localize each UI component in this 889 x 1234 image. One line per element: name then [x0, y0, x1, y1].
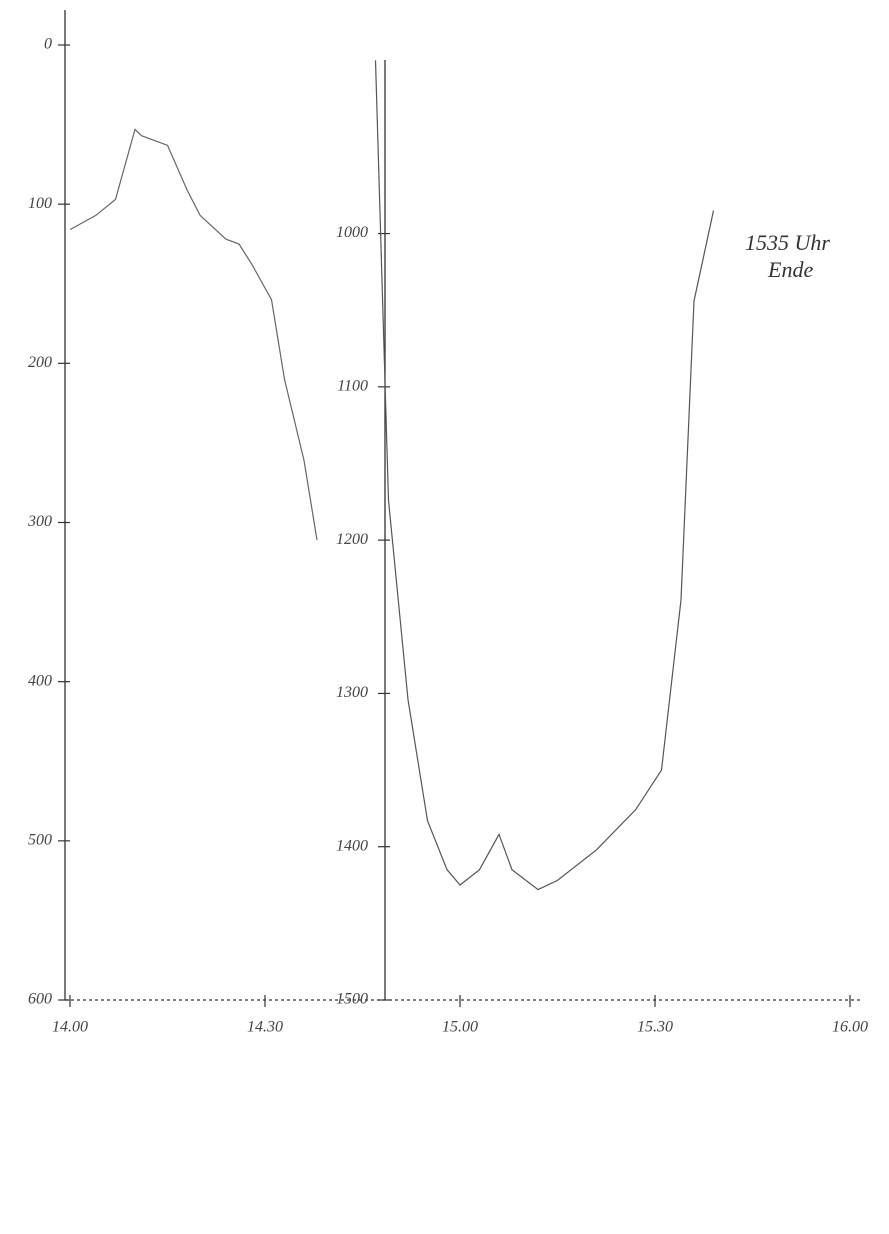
y2-tick-label: 1300	[336, 684, 368, 701]
y-tick-label: 400	[28, 672, 52, 689]
y2-tick-label: 1400	[336, 837, 368, 854]
y2-tick-label: 1200	[336, 531, 368, 548]
y-tick-label: 100	[28, 195, 52, 212]
y-tick-label: 200	[28, 354, 52, 371]
annotation: Ende	[767, 257, 813, 282]
y-tick-label: 300	[27, 513, 52, 530]
line-series	[69, 128, 318, 541]
y-tick-label: 0	[44, 36, 52, 53]
x-tick-label: 15.30	[637, 1019, 673, 1036]
y-tick-label: 600	[28, 991, 52, 1008]
x-tick-label: 15.00	[442, 1019, 478, 1036]
y2-tick-label: 1000	[336, 224, 368, 241]
x-tick-label: 14.00	[52, 1019, 88, 1036]
y-tick-label: 500	[28, 832, 52, 849]
annotation: 1535 Uhr	[745, 230, 830, 255]
x-tick-label: 16.00	[832, 1019, 868, 1036]
line-series	[374, 60, 715, 891]
x-tick-label: 14.30	[247, 1019, 283, 1036]
y2-tick-label: 1100	[337, 378, 368, 395]
y2-tick-label: 1500	[336, 991, 368, 1008]
